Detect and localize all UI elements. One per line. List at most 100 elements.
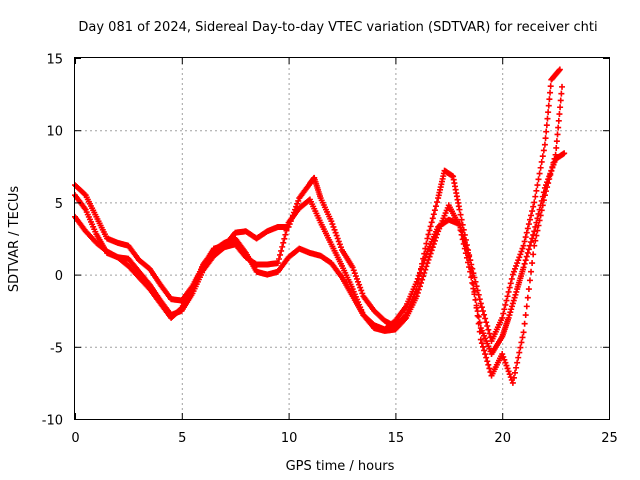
data-point (549, 163, 556, 170)
data-point (546, 176, 553, 183)
data-point (479, 343, 486, 350)
data-point (414, 275, 421, 282)
data-point (547, 89, 554, 96)
data-point (537, 164, 544, 171)
data-point (515, 257, 522, 264)
data-point (520, 242, 527, 249)
y-tick-label: 15 (46, 53, 63, 68)
data-point (466, 253, 473, 260)
data-point (467, 257, 474, 264)
data-point (536, 170, 543, 177)
data-point (539, 202, 546, 209)
data-point (525, 221, 532, 228)
data-point (542, 188, 549, 195)
data-point (426, 227, 433, 234)
data-point (484, 358, 491, 365)
data-point (456, 221, 463, 228)
data-point (483, 354, 490, 361)
data-point (528, 268, 535, 275)
data-point (332, 229, 339, 236)
data-point (328, 218, 335, 225)
data-point (524, 249, 531, 256)
data-point (486, 365, 493, 372)
data-point (522, 234, 529, 241)
data-point (474, 312, 481, 319)
data-point (423, 251, 430, 258)
data-point (532, 193, 539, 200)
data-point (525, 286, 532, 293)
data-point (416, 283, 423, 290)
data-point (525, 246, 532, 253)
data-point (522, 312, 529, 319)
data-point (349, 264, 356, 271)
data-point (414, 289, 421, 296)
data-point (475, 320, 482, 327)
data-point (503, 362, 510, 369)
data-point (514, 359, 521, 366)
data-point (550, 159, 557, 166)
data-point (545, 102, 552, 109)
data-point (516, 254, 523, 261)
y-tick-label: 0 (55, 269, 63, 284)
data-point (279, 243, 286, 250)
data-point (547, 171, 554, 178)
data-point (479, 307, 486, 314)
x-tick-label: 25 (601, 431, 618, 446)
data-point (520, 329, 527, 336)
data-point (537, 212, 544, 219)
data-point (500, 310, 507, 317)
data-point (456, 206, 463, 213)
data-point (507, 280, 514, 287)
data-point (431, 207, 438, 214)
data-point (556, 66, 563, 73)
data-point (478, 304, 485, 311)
data-point (526, 277, 533, 284)
data-point (536, 217, 543, 224)
data-point (334, 235, 341, 242)
data-point (481, 311, 488, 318)
chart-title: Day 081 of 2024, Sidereal Day-to-day VTE… (78, 20, 597, 35)
y-tick-label: -10 (42, 414, 63, 429)
data-point (506, 371, 513, 378)
x-tick-label: 10 (281, 431, 298, 446)
data-point (356, 281, 363, 288)
data-point (501, 356, 508, 363)
data-point (518, 248, 525, 255)
data-point (554, 131, 561, 138)
data-point (557, 104, 564, 111)
data-point (470, 280, 477, 287)
data-point (546, 96, 553, 103)
data-point (514, 260, 521, 267)
data-point (457, 211, 464, 218)
y-tick-label: 10 (46, 125, 63, 140)
data-point (512, 291, 519, 298)
data-point (512, 369, 519, 376)
data-point (482, 315, 489, 322)
data-point (535, 176, 542, 183)
data-point (486, 330, 493, 337)
data-point (460, 235, 467, 242)
data-point (335, 238, 342, 245)
data-point (510, 268, 517, 275)
data-point (533, 232, 540, 239)
data-point (511, 294, 518, 301)
data-point (434, 199, 441, 206)
data-point (457, 224, 464, 231)
data-point (477, 300, 484, 307)
data-point (538, 207, 545, 214)
y-tick-label: -5 (50, 341, 63, 356)
data-point (522, 257, 529, 264)
data-point (359, 290, 366, 297)
data-point (545, 109, 552, 116)
plot-frame (74, 57, 610, 420)
data-point (557, 97, 564, 104)
data-point (510, 374, 517, 381)
data-point (506, 284, 513, 291)
data-point (274, 260, 281, 267)
data-point (358, 287, 365, 294)
data-point (337, 244, 344, 251)
x-tick-label: 20 (494, 431, 511, 446)
data-point (419, 263, 426, 270)
x-tick-label: 15 (388, 431, 405, 446)
data-point (540, 147, 547, 154)
